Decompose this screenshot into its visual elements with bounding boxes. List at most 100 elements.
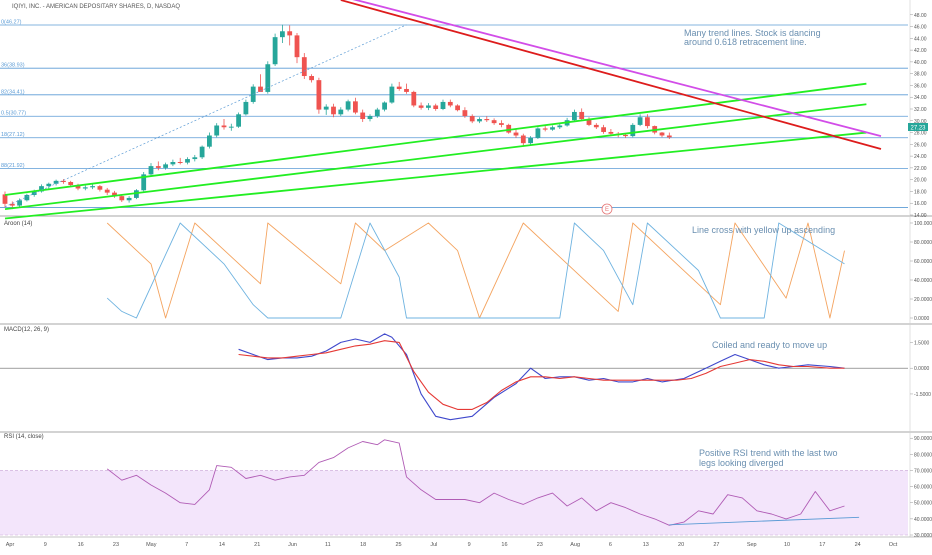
- candle-body: [2, 194, 8, 204]
- candle[interactable]: [645, 114, 650, 129]
- candle[interactable]: [228, 123, 234, 131]
- candle[interactable]: [46, 182, 52, 189]
- candle[interactable]: [557, 123, 563, 130]
- candle[interactable]: [265, 61, 271, 94]
- candle[interactable]: [484, 116, 490, 122]
- candle[interactable]: [207, 132, 212, 149]
- candle[interactable]: [506, 123, 512, 134]
- candle[interactable]: [418, 102, 424, 110]
- candle[interactable]: [630, 123, 636, 138]
- candle[interactable]: [440, 99, 446, 111]
- candle[interactable]: [199, 145, 205, 160]
- candle[interactable]: [177, 157, 183, 165]
- axis-tick-label: 20.0000: [914, 297, 932, 303]
- candle[interactable]: [287, 25, 293, 46]
- candle[interactable]: [542, 126, 548, 132]
- candle[interactable]: [593, 123, 599, 130]
- candle[interactable]: [462, 107, 468, 118]
- candle[interactable]: [155, 161, 161, 171]
- candle[interactable]: [447, 99, 453, 108]
- candle[interactable]: [426, 103, 431, 111]
- axis-tick-label: 44.00: [914, 36, 927, 42]
- candle[interactable]: [637, 114, 643, 127]
- candle[interactable]: [53, 179, 59, 186]
- candle[interactable]: [316, 77, 322, 114]
- candle-body: [265, 64, 271, 92]
- candle[interactable]: [148, 163, 154, 177]
- candle[interactable]: [323, 104, 329, 115]
- candle[interactable]: [396, 81, 402, 91]
- candle[interactable]: [97, 184, 103, 192]
- candle-body: [623, 134, 628, 137]
- candle[interactable]: [469, 114, 475, 124]
- candle[interactable]: [214, 123, 220, 138]
- candle[interactable]: [550, 125, 555, 131]
- candle[interactable]: [579, 108, 585, 121]
- last-price-label: 27.23: [910, 126, 926, 132]
- candle[interactable]: [294, 33, 300, 64]
- candle[interactable]: [331, 103, 336, 118]
- candle[interactable]: [163, 162, 168, 170]
- candle[interactable]: [360, 109, 366, 122]
- candle[interactable]: [221, 119, 227, 130]
- candle[interactable]: [491, 118, 497, 125]
- candle[interactable]: [134, 189, 139, 200]
- candle[interactable]: [272, 33, 278, 67]
- candle[interactable]: [499, 120, 504, 128]
- candle[interactable]: [68, 180, 74, 187]
- candle[interactable]: [112, 190, 117, 198]
- candle[interactable]: [185, 157, 190, 165]
- candle[interactable]: [572, 109, 577, 122]
- candle[interactable]: [236, 112, 241, 128]
- candle[interactable]: [82, 185, 88, 191]
- candle[interactable]: [601, 124, 606, 134]
- candle[interactable]: [520, 133, 526, 147]
- time-axis-label: Sep: [747, 542, 757, 548]
- candle[interactable]: [170, 159, 176, 167]
- aroon-note: Line cross with yellow up ascending: [692, 225, 835, 235]
- candle[interactable]: [382, 101, 387, 112]
- candle[interactable]: [309, 74, 314, 83]
- trend-line[interactable]: [4, 82, 867, 196]
- candle[interactable]: [374, 107, 380, 118]
- trend-line[interactable]: [4, 103, 867, 211]
- candle[interactable]: [477, 117, 482, 124]
- candle[interactable]: [24, 193, 30, 202]
- candle[interactable]: [243, 99, 249, 116]
- axis-tick-label: 24.00: [914, 154, 927, 160]
- candle[interactable]: [126, 196, 132, 203]
- time-axis-label: 11: [325, 542, 331, 548]
- trend-line[interactable]: [4, 131, 867, 220]
- candle[interactable]: [433, 103, 439, 111]
- candle[interactable]: [659, 131, 665, 138]
- fib-diagonal-line[interactable]: [4, 24, 407, 208]
- candle[interactable]: [367, 114, 373, 122]
- candle[interactable]: [535, 127, 541, 140]
- candle[interactable]: [528, 136, 533, 145]
- candle[interactable]: [345, 99, 351, 112]
- candle[interactable]: [258, 74, 263, 92]
- earnings-marker[interactable]: E: [601, 203, 613, 215]
- trend-line[interactable]: [334, 0, 882, 137]
- candle[interactable]: [141, 172, 147, 192]
- candle[interactable]: [513, 129, 519, 138]
- candle[interactable]: [39, 184, 44, 193]
- candle-body: [185, 159, 190, 163]
- candle[interactable]: [666, 132, 672, 140]
- candle[interactable]: [90, 183, 95, 190]
- candle[interactable]: [301, 53, 307, 79]
- candle[interactable]: [404, 83, 409, 94]
- candle[interactable]: [411, 90, 417, 108]
- candle[interactable]: [192, 154, 198, 162]
- candle[interactable]: [280, 24, 285, 44]
- candle[interactable]: [338, 107, 344, 117]
- candle[interactable]: [389, 83, 395, 104]
- candle[interactable]: [61, 179, 66, 184]
- candle-body: [586, 119, 592, 125]
- trend-line[interactable]: [340, 0, 882, 150]
- candle[interactable]: [104, 187, 110, 195]
- candle[interactable]: [455, 104, 460, 112]
- candle[interactable]: [353, 97, 358, 115]
- candle-body: [513, 132, 519, 136]
